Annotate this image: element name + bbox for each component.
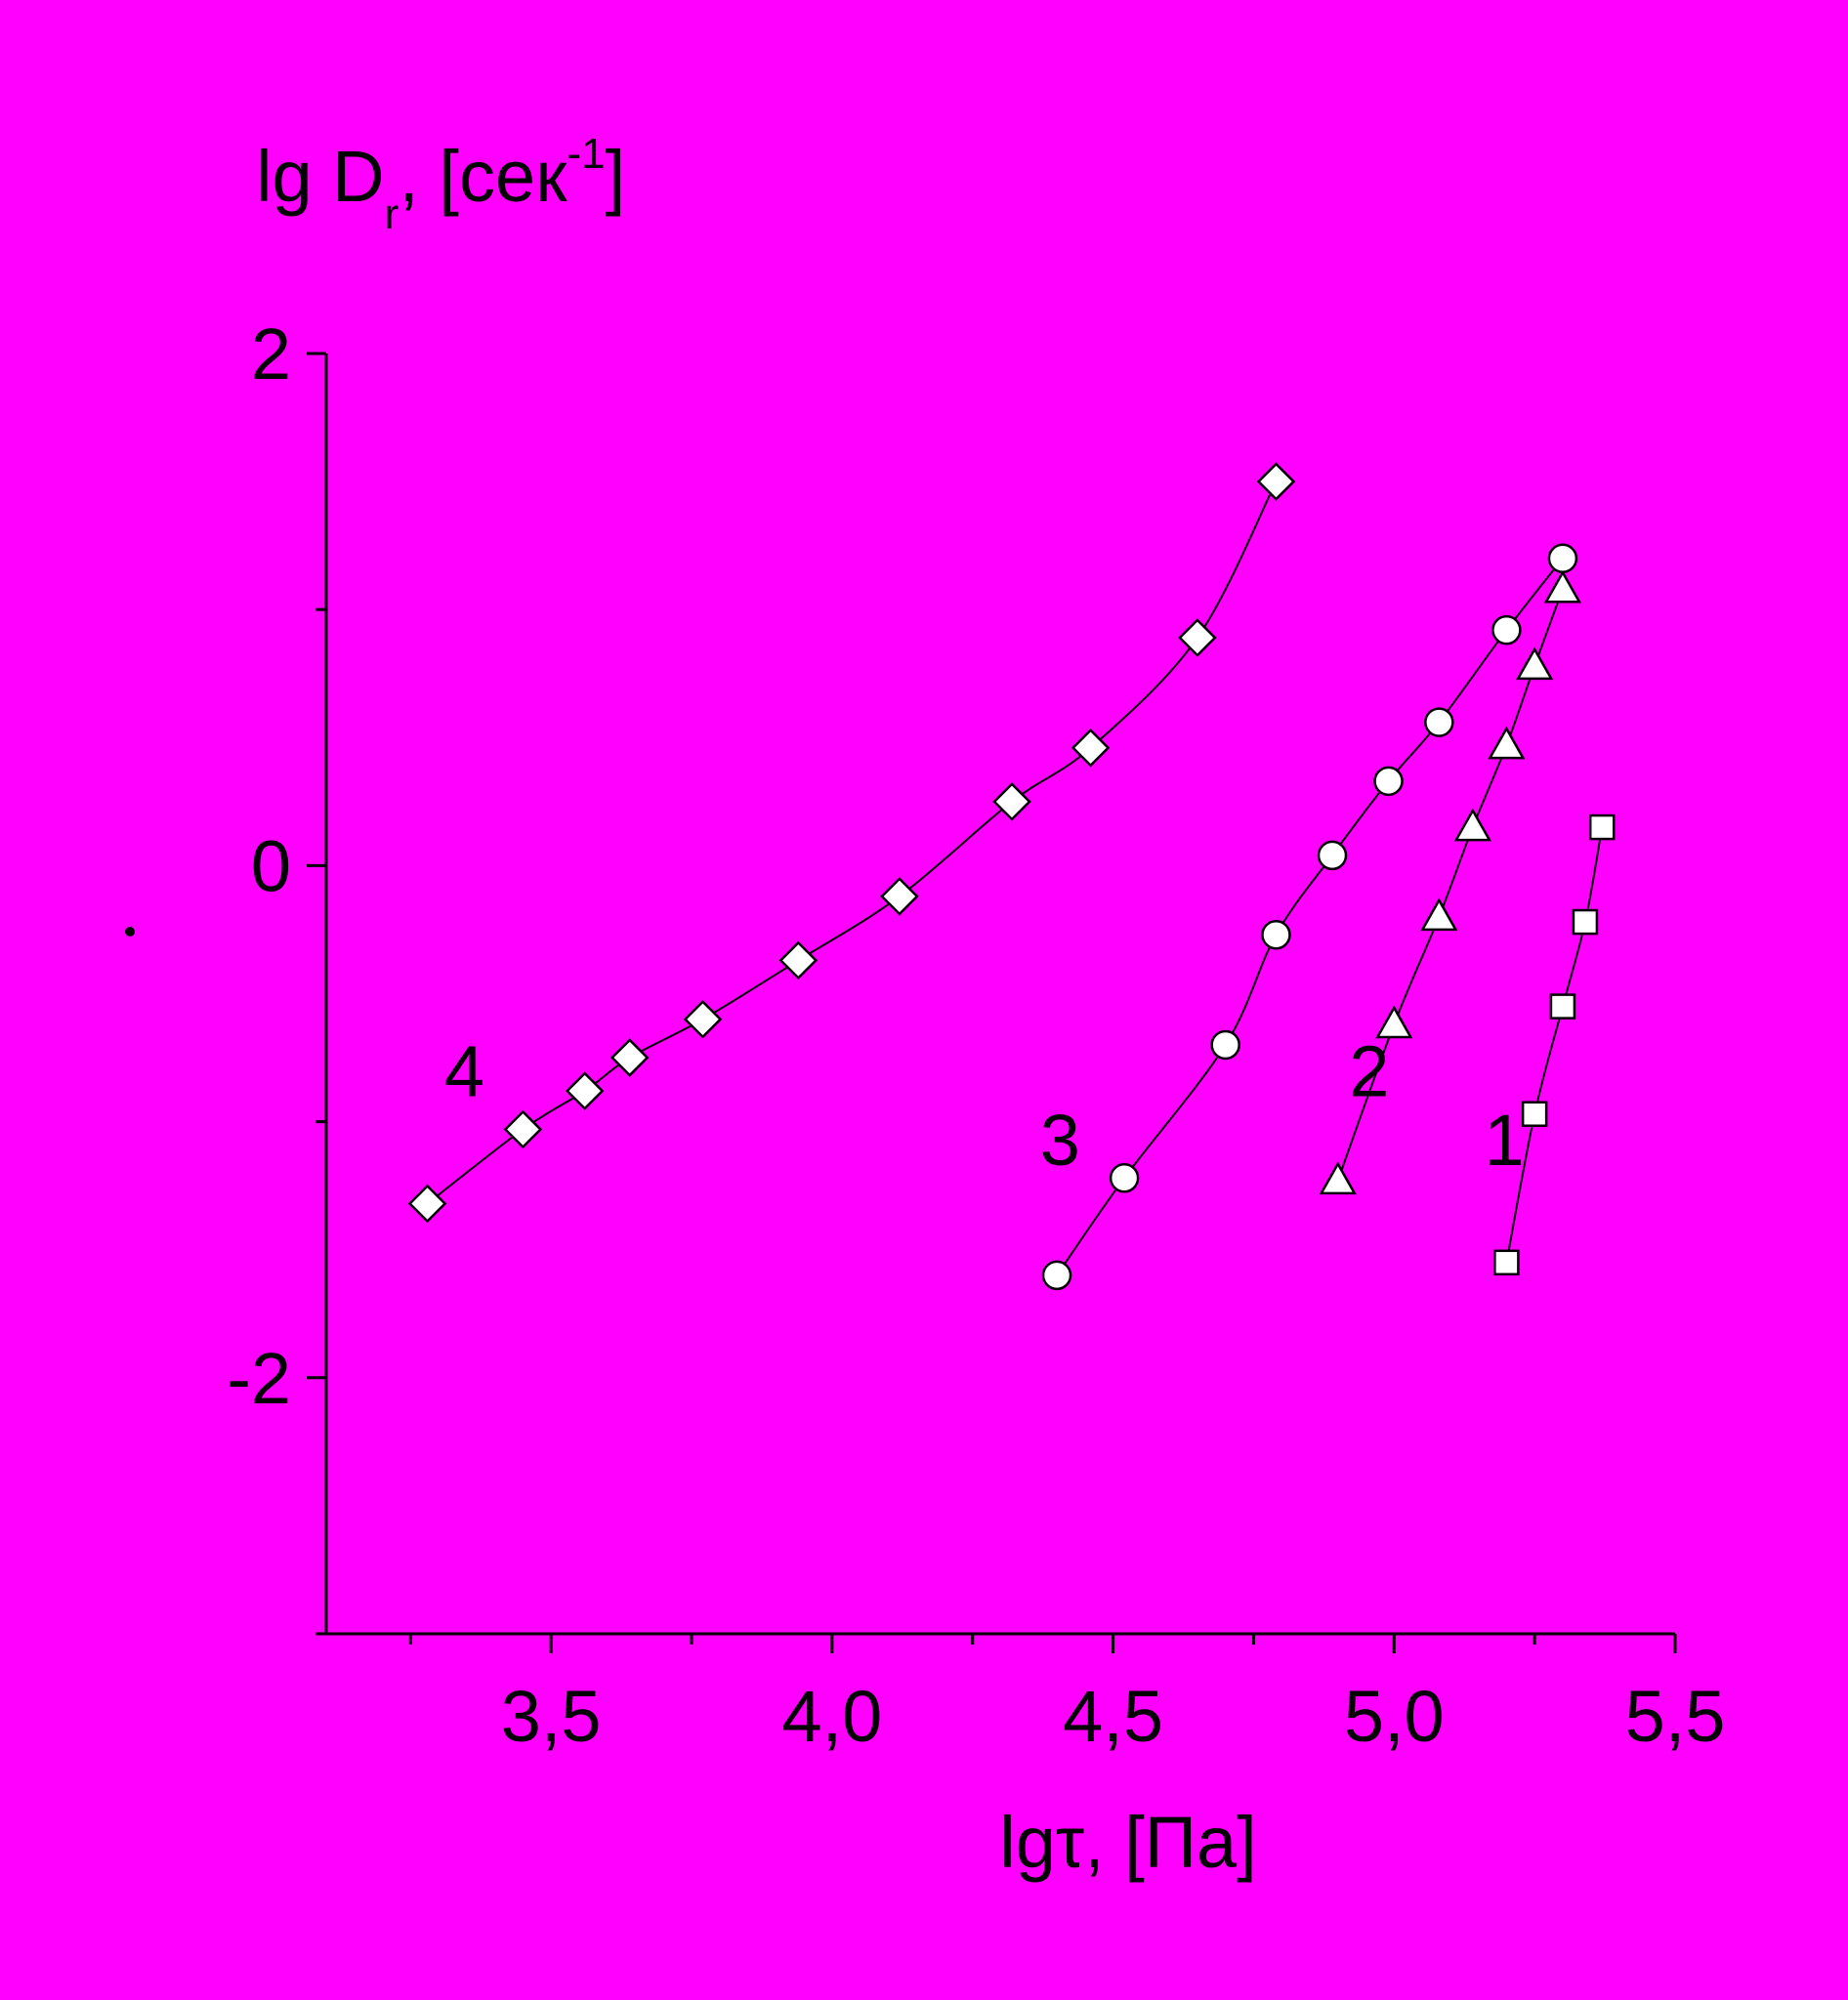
data-point-circle	[1317, 840, 1348, 871]
x-axis-title: lgτ, [Па]	[999, 1802, 1256, 1883]
axes: 2 0 -2 3,5 4,0 4,5 5,0 5,5	[227, 313, 1725, 1757]
series-3: 3	[1040, 543, 1578, 1291]
y-axis-title-base: lg D	[256, 136, 385, 217]
x-tick-label: 5,5	[1625, 1676, 1726, 1757]
data-point-diamond	[565, 1071, 605, 1110]
series-label: 4	[444, 1030, 484, 1111]
data-point-triangle	[1543, 569, 1582, 604]
data-point-diamond	[1071, 729, 1111, 768]
y-axis-title-sup: -1	[567, 130, 605, 178]
data-point-triangle	[1453, 808, 1491, 842]
y-axis-title-close: ]	[606, 136, 626, 217]
series-1: 1	[1484, 813, 1616, 1276]
data-point-diamond	[407, 1184, 447, 1224]
series-label: 2	[1349, 1030, 1389, 1111]
svg-text:lg Dr, [сек-1]: lg Dr, [сек-1]	[256, 130, 625, 238]
data-point-diamond	[778, 940, 819, 980]
data-point-circle	[1424, 707, 1454, 737]
data-point-square	[1572, 908, 1599, 936]
series-2: 2	[1319, 569, 1582, 1195]
series-line	[1056, 558, 1564, 1276]
data-point-circle	[1261, 919, 1291, 950]
series-label: 1	[1484, 1100, 1524, 1181]
data-point-diamond	[609, 1038, 650, 1077]
data-point-circle	[1109, 1163, 1140, 1193]
data-point-circle	[1373, 766, 1404, 797]
data-point-square	[1493, 1249, 1520, 1276]
x-tick-label: 3,5	[501, 1676, 602, 1757]
series-label: 3	[1040, 1100, 1080, 1181]
x-tick-label: 4,0	[781, 1676, 882, 1757]
y-axis-title: lg Dr, [сек-1]	[256, 130, 625, 238]
data-point-circle	[1041, 1260, 1072, 1291]
series-line	[426, 480, 1278, 1205]
series-layer: 1 2 3 4	[407, 462, 1616, 1291]
data-point-circle	[1491, 614, 1522, 646]
x-tick-label: 4,5	[1063, 1676, 1163, 1757]
y-tick-label: 2	[251, 313, 291, 395]
data-point-triangle	[1420, 897, 1458, 932]
data-point-diamond	[1178, 618, 1217, 657]
y-axis-title-rest: , [сек	[399, 136, 567, 217]
stray-dot	[125, 927, 135, 937]
data-point-square	[1588, 813, 1616, 841]
data-point-triangle	[1319, 1161, 1357, 1195]
data-point-diamond	[992, 782, 1031, 821]
data-point-diamond	[1256, 462, 1296, 501]
series-4: 4	[407, 462, 1296, 1224]
x-tick-label: 5,0	[1344, 1676, 1445, 1757]
data-point-diamond	[880, 877, 919, 916]
data-point-square	[1549, 993, 1576, 1020]
series-line	[1505, 826, 1604, 1263]
data-point-triangle	[1488, 726, 1526, 760]
y-axis-title-sub: r	[385, 190, 399, 238]
y-tick-label: -2	[227, 1338, 291, 1419]
data-point-square	[1521, 1101, 1548, 1127]
data-point-triangle	[1516, 646, 1554, 681]
y-tick-label: 0	[251, 825, 291, 906]
data-point-diamond	[683, 999, 723, 1039]
data-point-circle	[1210, 1029, 1240, 1061]
data-point-diamond	[503, 1109, 543, 1149]
data-point-circle	[1547, 543, 1578, 574]
data-point-triangle	[1375, 1005, 1413, 1039]
